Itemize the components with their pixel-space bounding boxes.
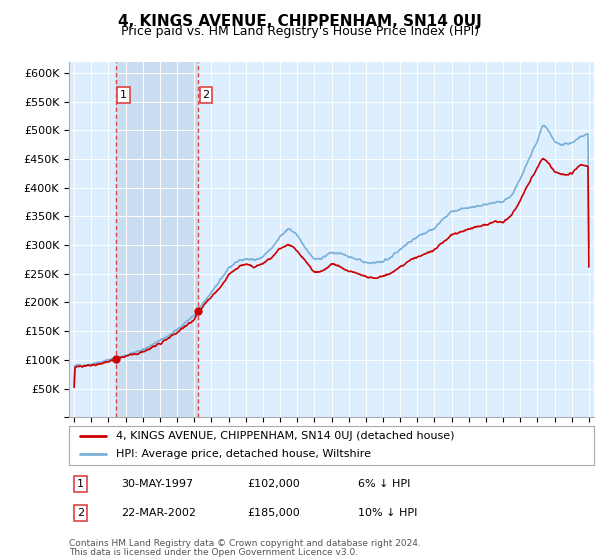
- Text: 4, KINGS AVENUE, CHIPPENHAM, SN14 0UJ (detached house): 4, KINGS AVENUE, CHIPPENHAM, SN14 0UJ (d…: [116, 431, 455, 441]
- Text: 30-MAY-1997: 30-MAY-1997: [121, 479, 194, 489]
- Text: 2: 2: [77, 508, 84, 518]
- Text: 2: 2: [202, 90, 209, 100]
- Text: £185,000: £185,000: [248, 508, 300, 518]
- Text: 4, KINGS AVENUE, CHIPPENHAM, SN14 0UJ: 4, KINGS AVENUE, CHIPPENHAM, SN14 0UJ: [118, 14, 482, 29]
- Text: £102,000: £102,000: [248, 479, 300, 489]
- Text: 10% ↓ HPI: 10% ↓ HPI: [358, 508, 417, 518]
- Text: This data is licensed under the Open Government Licence v3.0.: This data is licensed under the Open Gov…: [69, 548, 358, 557]
- Text: Price paid vs. HM Land Registry's House Price Index (HPI): Price paid vs. HM Land Registry's House …: [121, 25, 479, 39]
- Text: HPI: Average price, detached house, Wiltshire: HPI: Average price, detached house, Wilt…: [116, 449, 371, 459]
- Text: Contains HM Land Registry data © Crown copyright and database right 2024.: Contains HM Land Registry data © Crown c…: [69, 539, 421, 548]
- Text: 1: 1: [77, 479, 84, 489]
- Text: 6% ↓ HPI: 6% ↓ HPI: [358, 479, 410, 489]
- Bar: [116, 62, 198, 417]
- Text: 1: 1: [120, 90, 127, 100]
- Text: 22-MAR-2002: 22-MAR-2002: [121, 508, 197, 518]
